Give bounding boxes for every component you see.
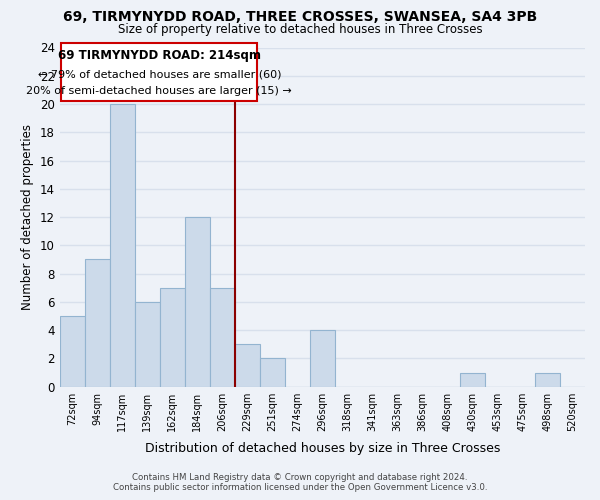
Bar <box>460 372 485 386</box>
Text: Contains HM Land Registry data © Crown copyright and database right 2024.
Contai: Contains HM Land Registry data © Crown c… <box>113 473 487 492</box>
FancyBboxPatch shape <box>61 44 257 101</box>
Bar <box>135 302 160 386</box>
Text: Size of property relative to detached houses in Three Crosses: Size of property relative to detached ho… <box>118 22 482 36</box>
Text: ← 79% of detached houses are smaller (60): ← 79% of detached houses are smaller (60… <box>38 70 281 80</box>
Bar <box>110 104 135 387</box>
Text: 69, TIRMYNYDD ROAD, THREE CROSSES, SWANSEA, SA4 3PB: 69, TIRMYNYDD ROAD, THREE CROSSES, SWANS… <box>63 10 537 24</box>
Text: 69 TIRMYNYDD ROAD: 214sqm: 69 TIRMYNYDD ROAD: 214sqm <box>58 50 261 62</box>
Bar <box>235 344 260 387</box>
Text: 20% of semi-detached houses are larger (15) →: 20% of semi-detached houses are larger (… <box>26 86 292 97</box>
Bar <box>160 288 185 386</box>
Bar <box>535 372 560 386</box>
Bar <box>185 217 210 386</box>
Bar <box>85 260 110 386</box>
X-axis label: Distribution of detached houses by size in Three Crosses: Distribution of detached houses by size … <box>145 442 500 455</box>
Y-axis label: Number of detached properties: Number of detached properties <box>22 124 34 310</box>
Bar <box>310 330 335 386</box>
Bar <box>210 288 235 386</box>
Bar <box>60 316 85 386</box>
Bar <box>260 358 285 386</box>
